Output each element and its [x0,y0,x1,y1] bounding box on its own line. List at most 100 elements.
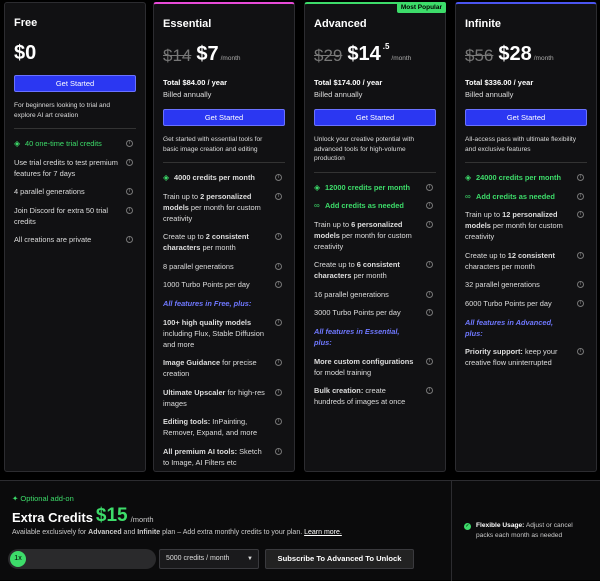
info-icon[interactable]: i [426,261,433,269]
feature: Bulk creation: create hundreds of images… [314,385,436,407]
feature: Create up to 2 consistent characters per… [163,231,285,253]
text-part: Create up to [465,250,508,260]
slider[interactable]: 1x [8,549,156,569]
total: Total $84.00 / year [163,78,228,87]
info-icon[interactable]: i [275,359,282,367]
feature-text: Add credits as needed [476,191,555,202]
description: Get started with essential tools for bas… [163,136,263,153]
feature: Editing tools: InPainting, Remover, Expa… [163,416,285,438]
text-part: Join Discord for extra 50 trial credits [14,205,109,226]
info-icon[interactable]: i [426,357,433,365]
feature-text: 3000 Turbo Points per day [314,307,401,318]
flexible-note: Flexible Usage: Adjust or cancel packs e… [476,521,586,540]
info-icon[interactable]: i [275,281,282,289]
feature-text: All features in Advanced, plus: [465,317,569,339]
feature-text: 24000 credits per month [476,172,561,183]
info-icon[interactable]: i [275,192,282,200]
feature: ◈ 24000 credits per month i [465,172,587,183]
feature-text: 40 one-time trial credits [25,138,102,149]
price: $28 [498,43,532,65]
info-icon[interactable]: i [577,299,584,307]
feature: Train up to 6 personalized models per mo… [314,219,436,252]
subscribe-button[interactable]: Subscribe To Advanced To Unlock [265,549,414,569]
addon-section: ✦ Optional add-on Extra Credits $15 /mon… [0,480,600,581]
get-started-button[interactable]: Get Started [314,109,436,126]
text-part: 32 parallel generations [465,280,540,290]
feature: 1000 Turbo Points per day i [163,279,285,290]
info-icon[interactable]: i [275,447,282,455]
feature-text: All creations are private [14,234,91,245]
feature: All creations are private i [14,234,136,245]
feature-text: Join Discord for extra 50 trial credits [14,205,118,227]
info-icon[interactable]: i [275,418,282,426]
info-icon[interactable]: i [577,211,584,219]
get-started-button[interactable]: Get Started [163,109,285,126]
text-part: Train up to [314,219,352,229]
info-icon[interactable]: i [577,348,584,356]
info-icon[interactable]: i [577,192,584,200]
get-started-button[interactable]: Get Started [465,109,587,126]
text-part: All features in Advanced, plus: [465,317,554,338]
text-part: Sketch to Image, AI Filters etc [163,446,262,467]
info-icon[interactable]: i [275,233,282,241]
feature: All features in Essential, plus: [314,326,436,348]
info-icon[interactable]: i [275,174,282,181]
feature-text: Use trial credits to test premium featur… [14,157,118,179]
text-part: 4 parallel generations [14,187,85,197]
info-icon[interactable]: i [275,388,282,396]
info-icon[interactable]: i [426,309,433,317]
badge: Most Popular [396,2,446,13]
text-part: Train up to [465,210,503,220]
text-part: for precise creation [163,358,257,379]
plan-name: Advanced [314,18,367,30]
info-icon[interactable]: i [126,236,133,244]
slider-knob[interactable]: 1x [10,551,26,567]
text-part: All creations are private [14,235,92,245]
text-part: 100+ high quality models [163,317,252,327]
text-part: 2 consistent characters [163,232,249,253]
info-icon[interactable]: i [426,290,433,298]
description: Unlock your creative potential with adva… [314,136,415,162]
info-icon[interactable]: i [275,318,282,326]
plan-card: Infinite $56 $28/month Total $336.00 / year… [455,2,597,472]
get-started-button[interactable]: Get Started [14,75,136,92]
feature: ◈ 40 one-time trial credits i [14,138,136,149]
info-icon[interactable]: i [426,202,433,210]
info-icon[interactable]: i [426,183,433,191]
info-icon[interactable]: i [426,220,433,228]
info-icon[interactable]: i [126,140,133,147]
learn-more-link[interactable]: Learn more. [304,529,342,536]
price: $0 [14,42,37,64]
feature: ◈ 12000 credits per month i [314,182,436,193]
info-icon[interactable]: i [577,251,584,259]
text-part: All premium AI tools: [163,446,238,456]
feature-text: Train up to 12 personalized models per m… [465,209,569,242]
price-row: $14 $7/month [163,42,285,66]
text-part: 6 personalized models [314,219,403,240]
old-price: $56 [465,46,494,65]
info-icon[interactable]: i [577,281,584,289]
info-icon[interactable]: i [126,206,133,214]
info-icon[interactable]: i [126,158,133,166]
feature: Create up to 12 consistent characters pe… [465,250,587,272]
text-part: 24000 credits per month [476,173,562,182]
text-part: per month for custom creativity [163,202,261,223]
feature-text: More custom configurations for model tra… [314,356,418,378]
text-part: Train up to [163,191,201,201]
feature-icon: ◈ [14,139,21,148]
feature-text: 4000 credits per month [174,172,255,183]
text-part: Create up to [163,232,206,242]
feature: 8 parallel generations i [163,261,285,272]
text-part: Add credits as needed [325,201,404,211]
info-icon[interactable]: i [426,387,433,395]
info-icon[interactable]: i [126,188,133,196]
label-text: Optional add-on [20,494,74,503]
plan-card: Most Popular Advanced $29 $14.5/month Total … [304,2,446,472]
info-icon[interactable]: i [275,262,282,270]
text-part: 16 parallel generations [314,289,389,299]
info-icon[interactable]: i [577,174,584,181]
credit-select[interactable]: 5000 credits / month ▼ [159,549,259,569]
text-part: All features in Essential, plus: [314,327,400,348]
text-part: per month [351,271,387,281]
period: /month [391,55,412,62]
